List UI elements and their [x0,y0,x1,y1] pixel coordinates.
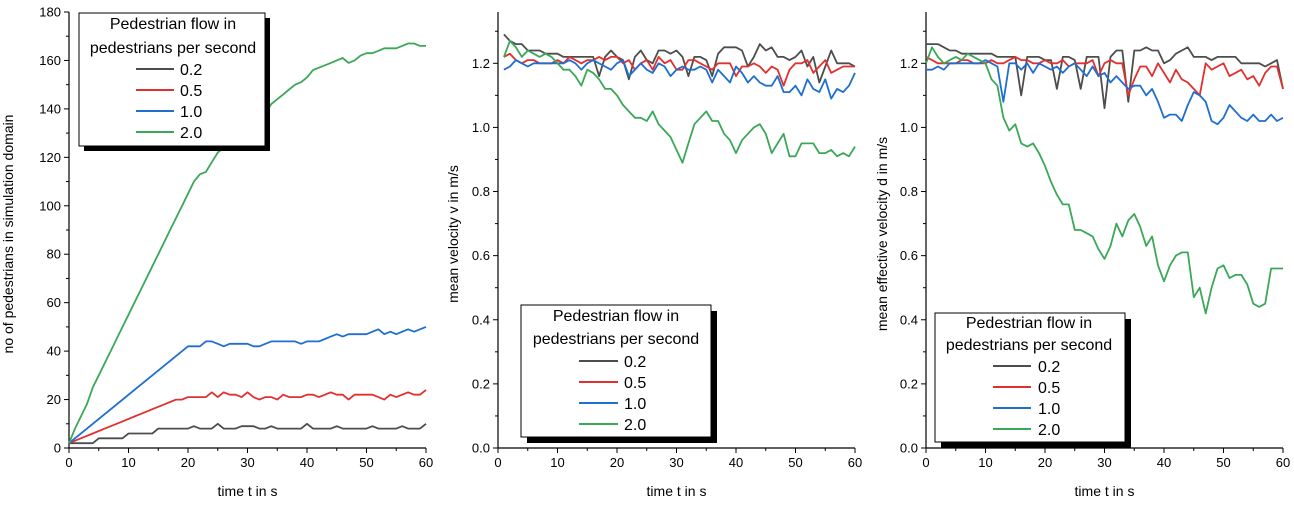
y-tick-label: 80 [47,247,61,262]
legend-entry-label: 0.5 [180,83,202,100]
legend-box [520,304,712,438]
legend-entry-label: 1.0 [624,396,646,413]
x-tick-label: 50 [788,455,802,470]
x-axis-title: time t in s [218,483,278,499]
legend-entry-label: 0.2 [624,354,646,371]
y-tick-label: 60 [47,295,61,310]
chart-panel-1: 0 10 20 30 40 50 60 0 20 40 60 80 100 120 140 160 180 tim… [0,5,433,500]
y-tick-label: 1.2 [472,56,490,71]
y-tick-label: 1.2 [900,56,918,71]
x-tick-label: 10 [550,455,564,470]
x-tick-label: 10 [121,455,135,470]
legend-entry-label: 0.2 [180,62,202,79]
y-tick-label: 140 [39,101,61,116]
legend-box [934,312,1126,443]
series-line-0-2 [926,43,1284,110]
legend-title-line-1: Pedestrian flow in [110,16,236,33]
x-tick-label: 60 [1276,455,1290,470]
legend-entry-label: 0.5 [1038,380,1060,397]
series-line-2-0 [503,40,856,164]
x-tick-label: 30 [240,455,254,470]
y-tick-label: 1.0 [472,120,490,135]
legend: Pedestrian flow in pedestrians per second… [934,312,1131,448]
y-axis-title: mean effective velocity d in m/s [874,137,890,331]
legend-entry-label: 0.5 [624,375,646,392]
y-tick-label: 0.6 [900,248,918,263]
y-tick-label: 160 [39,53,61,68]
legend: Pedestrian flow in pedestrians per second… [520,304,717,443]
y-tick-label: 0.2 [472,376,490,391]
y-tick-label: 0.8 [472,184,490,199]
x-tick-label: 0 [65,455,72,470]
legend-box [78,12,266,147]
x-tick-label: 30 [1097,455,1111,470]
x-tick-label: 20 [181,455,195,470]
series-line-0-5 [503,52,855,87]
legend-entry-label: 2.0 [1038,422,1060,439]
legend-title-line-2: pedestrians per second [90,40,256,57]
x-tick-label: 50 [1216,455,1230,470]
series-line-0-2 [503,33,856,84]
y-tick-label: 0.2 [900,376,918,391]
series-line-2-0 [925,46,1283,315]
chart-panel-2: 0 10 20 30 40 50 60 0.0 0.2 0.4 0.6 0.8 1.0 1.2 time t… [445,12,862,499]
x-axis-title: time t in s [1075,483,1135,499]
y-tick-label: 0.4 [900,312,918,327]
x-tick-label: 30 [669,455,683,470]
x-tick-label: 20 [610,455,624,470]
y-tick-label: 0 [54,441,61,456]
x-tick-label: 40 [300,455,314,470]
legend: Pedestrian flow in pedestrians per second… [78,12,270,151]
y-tick-label: 120 [39,150,61,165]
y-tick-label: 1.0 [900,120,918,135]
y-tick-label: 0.8 [900,184,918,199]
y-tick-label: 0.0 [900,441,918,456]
x-tick-label: 50 [359,455,373,470]
series-line-0-2 [69,422,427,445]
x-tick-label: 0 [494,455,501,470]
x-tick-label: 60 [419,455,433,470]
legend-entry-label: 2.0 [624,417,646,434]
series-line-0-5 [68,389,427,445]
x-tick-label: 0 [922,455,929,470]
chart-panel-3: 0 10 20 30 40 50 60 0.0 0.2 0.4 0.6 0.8 1.0 1.2 time t… [874,12,1290,499]
legend-title-line-2: pedestrians per second [533,331,699,348]
y-axis-title: no of pedestrians in simulation domain [0,115,16,354]
legend-title-line-2: pedestrians per second [946,337,1112,354]
y-tick-label: 180 [39,5,61,20]
legend-entry-label: 1.0 [180,104,202,121]
x-tick-label: 60 [848,455,862,470]
x-tick-label: 40 [1157,455,1171,470]
legend-title-line-1: Pedestrian flow in [966,315,1092,332]
x-tick-label: 40 [729,455,743,470]
legend-title-line-1: Pedestrian flow in [553,308,679,325]
y-tick-label: 0.0 [472,441,490,456]
legend-entry-label: 0.2 [1038,359,1060,376]
y-tick-label: 0.6 [472,248,490,263]
series-line-1-0 [503,59,856,100]
x-axis-title: time t in s [647,483,707,499]
y-tick-label: 20 [47,392,61,407]
series-line-1-0 [68,326,427,444]
x-tick-label: 20 [1038,455,1052,470]
legend-entry-label: 1.0 [1038,401,1060,418]
series-line-1-0 [926,59,1284,126]
y-tick-label: 100 [39,198,61,213]
y-axis-title: mean velocity v in m/s [445,165,461,303]
y-tick-label: 0.4 [472,312,490,327]
x-tick-label: 10 [978,455,992,470]
legend-entry-label: 2.0 [180,125,202,142]
y-tick-label: 40 [47,344,61,359]
